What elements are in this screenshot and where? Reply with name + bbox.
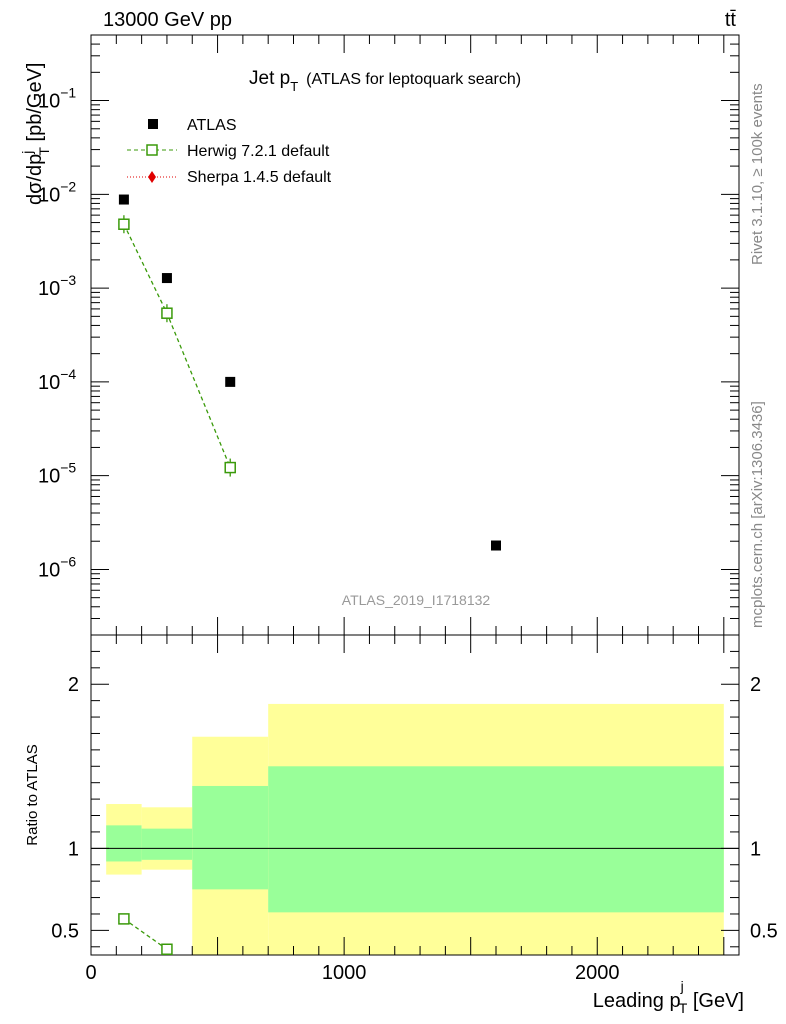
herwig-ratio-point xyxy=(161,943,173,956)
ratio-ytick-label-right: 1 xyxy=(750,838,761,860)
main-y-tick-labels: 10−110−210−310−410−510−6 xyxy=(38,85,76,582)
process-label: tt̄ xyxy=(725,9,737,31)
tick-base: 10 xyxy=(38,466,60,488)
energy-label: 13000 GeV pp xyxy=(103,9,232,31)
main-ytick-label: 10−5 xyxy=(38,460,76,488)
y-label-sup: j xyxy=(19,151,35,155)
herwig-point xyxy=(224,461,236,474)
legend-sherpa-label: Sherpa 1.4.5 default xyxy=(187,169,332,186)
herwig-ratio-point xyxy=(118,913,130,925)
ratio-bands xyxy=(106,703,724,955)
chart-title: Jet pT (ATLAS for leptoquark search) xyxy=(249,68,521,94)
legend: ATLAS Herwig 7.2.1 default Sherpa 1.4.5 … xyxy=(127,117,332,186)
x-label-unit: [GeV] xyxy=(687,990,744,1012)
band-green-1 xyxy=(141,828,193,860)
legend-sherpa-marker xyxy=(148,171,156,183)
legend-herwig-marker xyxy=(146,144,158,156)
xtick-label: 0 xyxy=(85,962,96,984)
x-label-sup: j xyxy=(680,978,684,994)
y-label-dsigma: dσ/dp xyxy=(24,154,46,205)
tick-exp: −5 xyxy=(60,460,76,476)
xtick-label: 2000 xyxy=(575,962,620,984)
title-rest: (ATLAS for leptoquark search) xyxy=(306,71,521,88)
legend-atlas-marker xyxy=(148,119,158,129)
herwig-ratio-series xyxy=(118,913,173,956)
band-green-3 xyxy=(268,766,724,913)
main-ytick-label: 10−4 xyxy=(38,366,76,394)
tick-exp: −3 xyxy=(60,272,76,288)
herwig-point xyxy=(118,218,130,230)
band-green-0 xyxy=(106,825,142,862)
y-label-sub: T xyxy=(36,147,52,156)
mcplots-side-label: mcplots.cern.ch [arXiv:1306.3436] xyxy=(749,401,766,628)
main-ytick-label: 10−2 xyxy=(38,178,76,206)
ratio-ytick-label: 0.5 xyxy=(51,920,79,942)
x-tick-labels: 0 1000 2000 xyxy=(85,962,619,984)
legend-herwig-label: Herwig 7.2.1 default xyxy=(187,143,330,160)
main-ytick-label: 10−3 xyxy=(38,272,76,300)
main-ytick-label: 10−6 xyxy=(38,553,76,581)
tick-exp: −1 xyxy=(60,85,76,101)
tick-exp: −6 xyxy=(60,553,76,569)
ratio-ytick-label-right: 0.5 xyxy=(750,920,778,942)
tick-exp: −2 xyxy=(60,178,76,194)
ratio-ytick-label: 2 xyxy=(68,674,79,696)
analysis-watermark: ATLAS_2019_I1718132 xyxy=(342,592,491,608)
atlas-point xyxy=(491,540,501,551)
atlas-point xyxy=(118,194,129,205)
ratio-y-tick-labels: 2 2 1 1 0.5 0.5 xyxy=(51,674,778,942)
atlas-point xyxy=(161,273,172,284)
y-label-unit: [pb/GeV] xyxy=(24,63,46,148)
main-y-axis-label: dσ/dpjT [pb/GeV] xyxy=(19,63,52,205)
tick-base: 10 xyxy=(38,559,60,581)
tick-base: 10 xyxy=(38,91,60,113)
tick-base: 10 xyxy=(38,278,60,300)
ratio-ytick-label: 1 xyxy=(68,838,79,860)
legend-atlas-label: ATLAS xyxy=(187,117,237,134)
title-sub: T xyxy=(290,79,298,94)
tick-base: 10 xyxy=(38,184,60,206)
herwig-series xyxy=(118,215,236,477)
xtick-label: 1000 xyxy=(322,962,367,984)
x-label-main: Leading p xyxy=(593,990,681,1012)
ratio-ytick-label-right: 2 xyxy=(750,674,761,696)
x-axis-label: Leading pj T [GeV] xyxy=(593,978,744,1016)
title-main: Jet p xyxy=(249,68,290,89)
herwig-line xyxy=(123,223,231,468)
rivet-side-label: Rivet 3.1.10, ≥ 100k events xyxy=(749,83,766,265)
x-label-sub: T xyxy=(679,1000,688,1016)
main-axis-ticks xyxy=(90,34,739,636)
tick-exp: −4 xyxy=(60,366,76,382)
main-ytick-label: 10−1 xyxy=(38,85,76,113)
tick-base: 10 xyxy=(38,372,60,394)
herwig-ratio-line xyxy=(123,918,168,950)
band-green-2 xyxy=(192,785,269,890)
atlas-point xyxy=(225,376,236,387)
atlas-series xyxy=(118,194,501,551)
ratio-panel-frame xyxy=(90,634,740,956)
ratio-y-axis-label: Ratio to ATLAS xyxy=(24,744,41,845)
herwig-point xyxy=(161,307,173,319)
